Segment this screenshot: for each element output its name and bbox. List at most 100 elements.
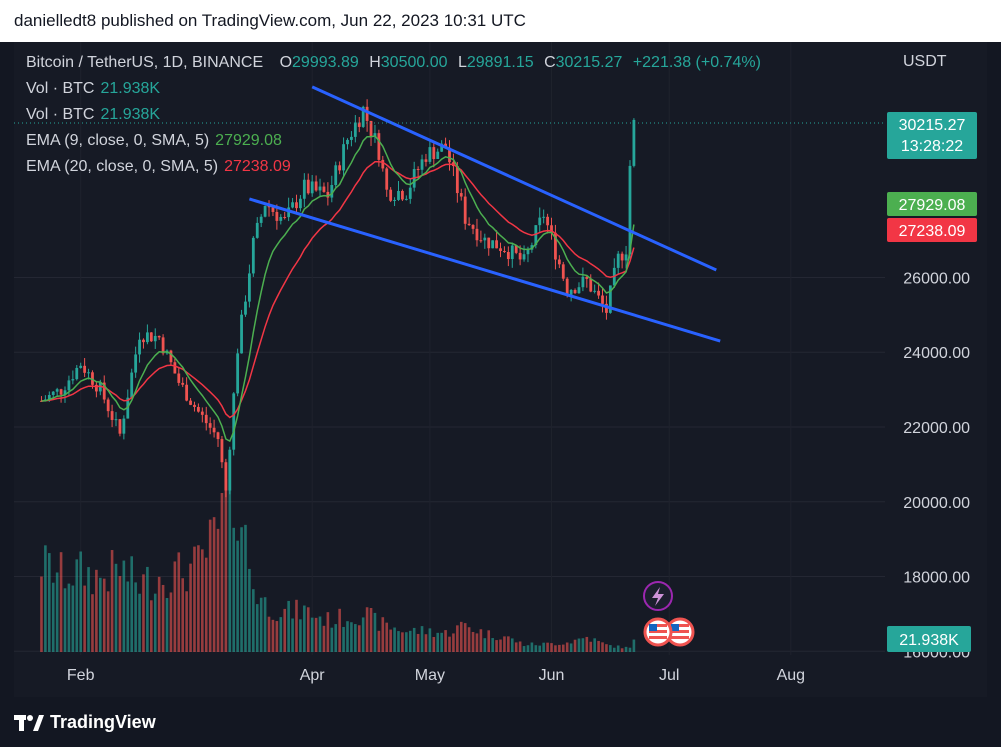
candle-body bbox=[518, 252, 522, 260]
volume-bar bbox=[295, 599, 298, 652]
price-chart[interactable]: 16000.0018000.0020000.0022000.0024000.00… bbox=[0, 0, 1001, 697]
candle-body bbox=[369, 120, 373, 137]
volume-bar bbox=[507, 636, 510, 652]
candle-body bbox=[248, 273, 251, 302]
ema9-price-tag: 27929.08 bbox=[887, 192, 977, 216]
volume-bar bbox=[106, 591, 110, 652]
volume-bar bbox=[597, 640, 600, 652]
candle-body bbox=[79, 365, 83, 368]
volume-bar bbox=[456, 625, 459, 652]
candle-body bbox=[385, 168, 389, 190]
footer bbox=[0, 697, 1001, 747]
volume-bar bbox=[471, 631, 475, 652]
legend-ohlc-row: Bitcoin / TetherUS, 1D, BINANCE O29993.8… bbox=[26, 54, 761, 72]
symbol-label: Bitcoin / TetherUS, 1D, BINANCE bbox=[26, 54, 264, 71]
axes: 16000.0018000.0020000.0022000.0024000.00… bbox=[67, 270, 970, 684]
volume-bar bbox=[291, 618, 294, 652]
candle-body bbox=[306, 179, 310, 194]
candle-body bbox=[299, 198, 302, 209]
volume-bar bbox=[91, 594, 94, 652]
tradingview-wordmark: TradingView bbox=[50, 712, 156, 732]
volume-bar bbox=[255, 604, 259, 652]
volume-bar bbox=[193, 546, 196, 652]
candle-body bbox=[302, 179, 306, 199]
candle-body bbox=[632, 119, 636, 166]
volume-bar bbox=[550, 643, 553, 652]
volume-bar bbox=[212, 517, 216, 652]
volume-bar bbox=[424, 634, 428, 652]
y-tick-label: 24000.00 bbox=[903, 345, 970, 362]
volume-bar bbox=[369, 607, 373, 652]
volume-bar bbox=[408, 630, 412, 652]
candle-body bbox=[550, 225, 553, 233]
volume-bar bbox=[503, 636, 506, 652]
volume-bar bbox=[534, 645, 538, 652]
lower-trendline[interactable] bbox=[248, 197, 721, 343]
legend-ema20-row: EMA (20, close, 0, SMA, 5) 27238.09 bbox=[26, 158, 291, 176]
volume-bar bbox=[330, 627, 334, 652]
close-label: C bbox=[544, 54, 556, 71]
candle-body bbox=[267, 205, 271, 208]
volume-bar bbox=[365, 607, 369, 652]
legend-ema9-row: EMA (9, close, 0, SMA, 5) 27929.08 bbox=[26, 132, 282, 150]
volume-bar bbox=[71, 585, 75, 652]
volume-bar bbox=[259, 597, 263, 652]
candle-body bbox=[91, 372, 94, 385]
candle-body bbox=[510, 245, 514, 260]
upper-trendline[interactable] bbox=[311, 85, 717, 272]
candle-body bbox=[55, 389, 59, 392]
candle-body bbox=[326, 191, 330, 198]
candle-body bbox=[291, 202, 294, 208]
us-flag-event-icon[interactable] bbox=[643, 617, 695, 647]
candle-body bbox=[487, 237, 491, 249]
candle-body bbox=[220, 439, 224, 463]
candle-body bbox=[581, 276, 585, 288]
volume-bar bbox=[95, 569, 98, 652]
volume-bar bbox=[314, 617, 318, 652]
volume-bar bbox=[134, 582, 137, 652]
candle-body bbox=[440, 143, 444, 152]
candle-body bbox=[240, 314, 243, 354]
volume-bar bbox=[463, 623, 467, 652]
publish-info-text: danielledt8 published on TradingView.com… bbox=[14, 11, 526, 30]
candle-body bbox=[491, 240, 495, 249]
currency-label: USDT bbox=[903, 53, 947, 70]
candle-body bbox=[228, 449, 232, 491]
change-value: +221.38 (+0.74%) bbox=[632, 54, 761, 71]
candle-body bbox=[83, 365, 87, 373]
tradingview-brand[interactable]: TradingView bbox=[14, 712, 156, 733]
candle-body bbox=[310, 181, 314, 194]
y-tick-label: 26000.00 bbox=[903, 270, 970, 287]
x-tick-label: May bbox=[415, 667, 445, 684]
volume-bar bbox=[428, 628, 432, 652]
candle-body bbox=[177, 373, 181, 383]
legend-volume-row-2: Vol · BTC 21.938K bbox=[26, 106, 160, 124]
countdown-value: 13:28:22 bbox=[901, 138, 963, 155]
volume-bar bbox=[197, 545, 200, 652]
candle-body bbox=[59, 389, 63, 395]
candle-body bbox=[577, 287, 581, 294]
open-value: 29993.89 bbox=[292, 54, 359, 71]
lightning-event-icon[interactable] bbox=[643, 581, 673, 611]
volume-bar bbox=[318, 616, 322, 652]
candle-body bbox=[381, 159, 385, 169]
candle-body bbox=[314, 181, 318, 191]
candle-body bbox=[71, 379, 75, 381]
volume-bar bbox=[616, 645, 620, 652]
volume-bar bbox=[303, 605, 306, 652]
volume-bar bbox=[275, 621, 279, 652]
volume-bar bbox=[558, 644, 561, 652]
volume-bar bbox=[201, 549, 204, 652]
candle-body bbox=[526, 249, 530, 255]
candle-body bbox=[424, 159, 428, 162]
volume-bar bbox=[377, 630, 381, 652]
candle-body bbox=[118, 419, 122, 434]
candle-body bbox=[181, 382, 185, 385]
candle-body bbox=[467, 223, 471, 226]
candle-body bbox=[295, 202, 298, 209]
candle-body bbox=[463, 196, 467, 224]
candle-body bbox=[365, 106, 369, 121]
volume-bar bbox=[381, 617, 385, 652]
ema20-value: 27238.09 bbox=[224, 158, 291, 175]
candle-body bbox=[542, 216, 546, 218]
